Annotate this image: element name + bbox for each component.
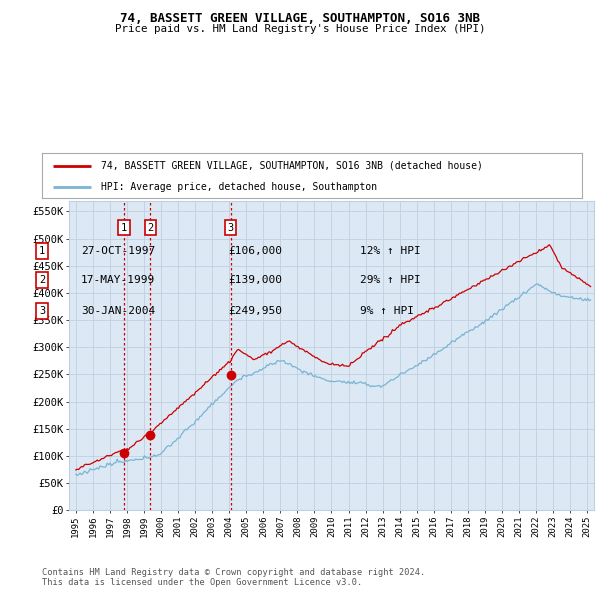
Text: 17-MAY-1999: 17-MAY-1999 [81,276,155,285]
Text: Contains HM Land Registry data © Crown copyright and database right 2024.
This d: Contains HM Land Registry data © Crown c… [42,568,425,587]
Text: 2: 2 [39,276,45,285]
Text: £249,950: £249,950 [228,306,282,316]
Text: Price paid vs. HM Land Registry's House Price Index (HPI): Price paid vs. HM Land Registry's House … [115,24,485,34]
Text: 1: 1 [121,223,127,233]
Text: 2: 2 [147,223,154,233]
Text: 12% ↑ HPI: 12% ↑ HPI [360,246,421,255]
Text: 3: 3 [39,306,45,316]
Text: £106,000: £106,000 [228,246,282,255]
Text: 30-JAN-2004: 30-JAN-2004 [81,306,155,316]
Text: 29% ↑ HPI: 29% ↑ HPI [360,276,421,285]
Text: £139,000: £139,000 [228,276,282,285]
Text: 27-OCT-1997: 27-OCT-1997 [81,246,155,255]
Text: 3: 3 [227,223,234,233]
Text: 9% ↑ HPI: 9% ↑ HPI [360,306,414,316]
Text: 74, BASSETT GREEN VILLAGE, SOUTHAMPTON, SO16 3NB: 74, BASSETT GREEN VILLAGE, SOUTHAMPTON, … [120,12,480,25]
Text: 1: 1 [39,246,45,255]
Text: 74, BASSETT GREEN VILLAGE, SOUTHAMPTON, SO16 3NB (detached house): 74, BASSETT GREEN VILLAGE, SOUTHAMPTON, … [101,161,483,171]
Text: HPI: Average price, detached house, Southampton: HPI: Average price, detached house, Sout… [101,182,377,192]
